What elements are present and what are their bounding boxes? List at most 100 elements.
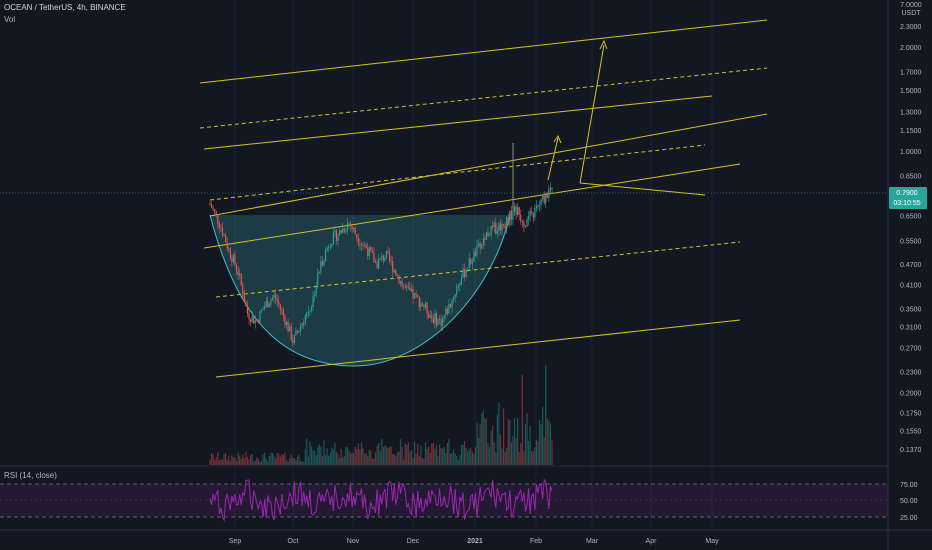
candle-body: [406, 286, 408, 288]
volume-bar: [426, 448, 428, 465]
candle-body: [265, 300, 267, 307]
candle-body: [340, 230, 342, 233]
volume-bar: [264, 452, 266, 465]
candle-body: [229, 248, 231, 258]
volume-bar: [359, 449, 361, 465]
candle-body: [443, 315, 445, 318]
volume-bar: [257, 459, 260, 465]
volume-bar: [324, 455, 327, 465]
candle-body: [390, 260, 392, 262]
candle-body: [484, 238, 486, 241]
candle-body: [527, 215, 530, 220]
volume-bar: [368, 449, 370, 465]
candle-body: [529, 210, 531, 216]
volume-bar: [365, 453, 367, 465]
time-tick-label: May: [705, 538, 719, 545]
candle-body: [412, 288, 414, 299]
volume-bar: [328, 455, 330, 465]
volume-bar: [303, 461, 305, 465]
volume-bar: [548, 420, 550, 465]
candle-body: [226, 242, 228, 249]
volume-bar: [209, 459, 211, 465]
price-tick-label: 2.3000: [900, 24, 922, 31]
channel-line: [203, 95, 713, 150]
candle-body: [243, 295, 245, 303]
price-tick-label: 0.8500: [900, 173, 922, 180]
time-tick-label: Apr: [646, 538, 658, 545]
volume-bar: [470, 447, 472, 465]
candle-body: [432, 318, 434, 323]
candle-body: [396, 275, 398, 277]
volume-bar: [296, 456, 299, 465]
volume-bar: [278, 453, 280, 465]
price-tick-label: 1.0000: [900, 149, 922, 156]
candle-body: [542, 195, 544, 199]
volume-bar: [468, 449, 470, 465]
volume-bar: [415, 453, 417, 465]
volume-bar: [212, 454, 214, 465]
volume-bar: [318, 444, 320, 465]
candle-body: [359, 244, 361, 246]
candle-body: [328, 247, 330, 249]
volume-bar: [501, 448, 503, 465]
volume-bar: [457, 460, 459, 465]
volume-bar: [268, 455, 270, 465]
volume-bar: [362, 448, 364, 465]
price-tick-label: 0.4700: [900, 262, 922, 269]
volume-bar: [388, 446, 391, 465]
volume-bar: [532, 450, 534, 465]
volume-bar: [248, 459, 250, 465]
volume-bar: [340, 449, 342, 465]
candle-body: [362, 244, 364, 246]
price-tick-label: 0.6500: [900, 214, 922, 221]
projection-arrow: [579, 44, 605, 184]
volume-bar: [295, 460, 297, 465]
volume-bar: [382, 447, 384, 465]
candle-body: [548, 189, 550, 198]
volume-bar: [279, 456, 281, 465]
volume-bar: [379, 451, 381, 465]
volume-bar: [420, 445, 422, 465]
candle-body: [299, 326, 302, 331]
volume-bar: [474, 447, 477, 465]
candle-body: [493, 222, 495, 227]
volume-bar: [306, 438, 308, 465]
candle-body: [506, 217, 508, 229]
volume-bar: [315, 454, 317, 465]
volume-bar: [260, 460, 263, 465]
candle-body: [502, 224, 505, 225]
volume-bar: [354, 446, 356, 465]
volume-bar: [445, 452, 447, 465]
candle-body: [268, 304, 270, 308]
candle-body: [453, 297, 455, 300]
volume-bar: [221, 459, 224, 465]
candle-body: [318, 271, 320, 273]
candle-body: [260, 309, 263, 311]
volume-bar: [334, 442, 336, 465]
candle-body: [488, 235, 491, 237]
candle-body: [234, 254, 236, 265]
channel-line: [203, 163, 741, 249]
volume-bar: [390, 446, 392, 465]
volume-bar: [245, 452, 247, 465]
candle-body: [499, 223, 502, 231]
volume-bar: [478, 438, 480, 465]
volume-bar: [431, 443, 433, 465]
volume-bar: [403, 459, 405, 465]
chart-title[interactable]: OCEAN / TetherUS, 4h, BINANCE: [4, 3, 126, 12]
candle-body: [403, 285, 405, 288]
candle-body: [334, 230, 336, 233]
candle-body: [281, 309, 283, 311]
volume-bar: [409, 451, 411, 465]
volume-bar: [453, 449, 455, 465]
volume-bar: [232, 457, 235, 465]
candle-body: [214, 209, 216, 212]
candle-body: [535, 205, 537, 209]
candle-body: [321, 261, 324, 266]
candle-body: [524, 226, 527, 227]
candle-body: [217, 214, 219, 224]
volume-bar: [396, 452, 398, 465]
volume-bar: [492, 426, 494, 465]
volume-bar: [285, 460, 288, 465]
